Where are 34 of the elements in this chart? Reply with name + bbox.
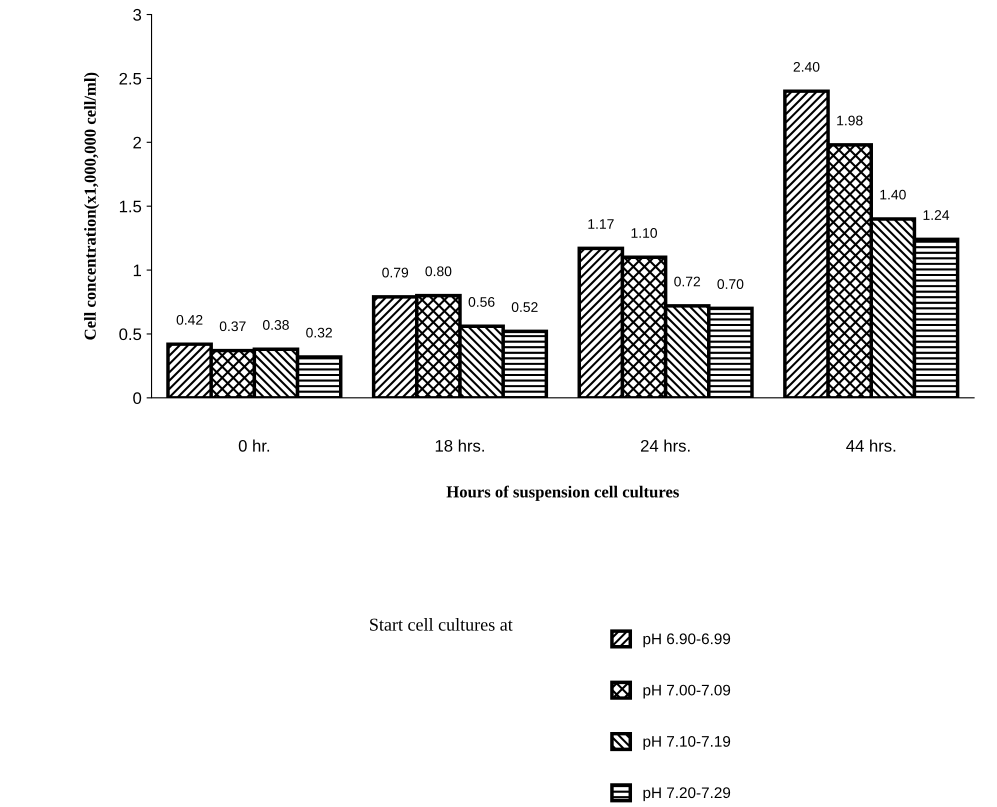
x-tick-label: 0 hr. — [238, 440, 270, 452]
x-axis-title: Hours of suspension cell cultures — [446, 486, 679, 501]
data-label: 0.79 — [382, 268, 408, 278]
y-tick-label: 1.5 — [120, 200, 142, 212]
y-tick-label: 2.5 — [119, 72, 142, 85]
y-tick-label: 2 — [133, 136, 141, 148]
legend-label: pH 6.90-6.99 — [643, 633, 730, 648]
data-label: 0.70 — [717, 279, 744, 289]
data-label: 1.40 — [880, 190, 906, 200]
data-label: 0.32 — [306, 328, 332, 338]
data-label: 0.56 — [468, 297, 494, 307]
x-tick-label: 44 hrs. — [846, 440, 896, 452]
legend-label: pH 7.00-7.09 — [643, 684, 730, 699]
data-label: 1.10 — [632, 228, 658, 238]
legend-title: Start cell cultures at — [370, 618, 513, 631]
data-label: 2.40 — [794, 62, 820, 72]
y-tick-label: 0.5 — [119, 328, 142, 340]
data-label: 0.52 — [512, 302, 538, 312]
data-label: 1.24 — [924, 210, 950, 220]
data-label: 1.98 — [837, 116, 863, 126]
data-label: 0.72 — [674, 276, 700, 286]
data-label: 0.80 — [425, 266, 452, 276]
data-label: 0.37 — [220, 321, 246, 332]
legend-label: pH 7.20-7.29 — [643, 787, 730, 802]
y-tick-label: 1 — [134, 264, 142, 276]
legend-label: pH 7.10-7.19 — [643, 736, 730, 750]
data-label: 0.42 — [176, 314, 202, 325]
x-tick-label: 18 hrs. — [436, 440, 484, 452]
x-tick-label: 24 hrs. — [640, 440, 690, 452]
data-label: 1.17 — [588, 219, 614, 229]
y-axis-title: Cell concentration(x1,000,000 cell/ml) — [84, 72, 100, 340]
y-tick-label: 3 — [133, 8, 142, 21]
y-tick-label: 0 — [133, 392, 142, 404]
data-label: 0.38 — [262, 320, 289, 330]
